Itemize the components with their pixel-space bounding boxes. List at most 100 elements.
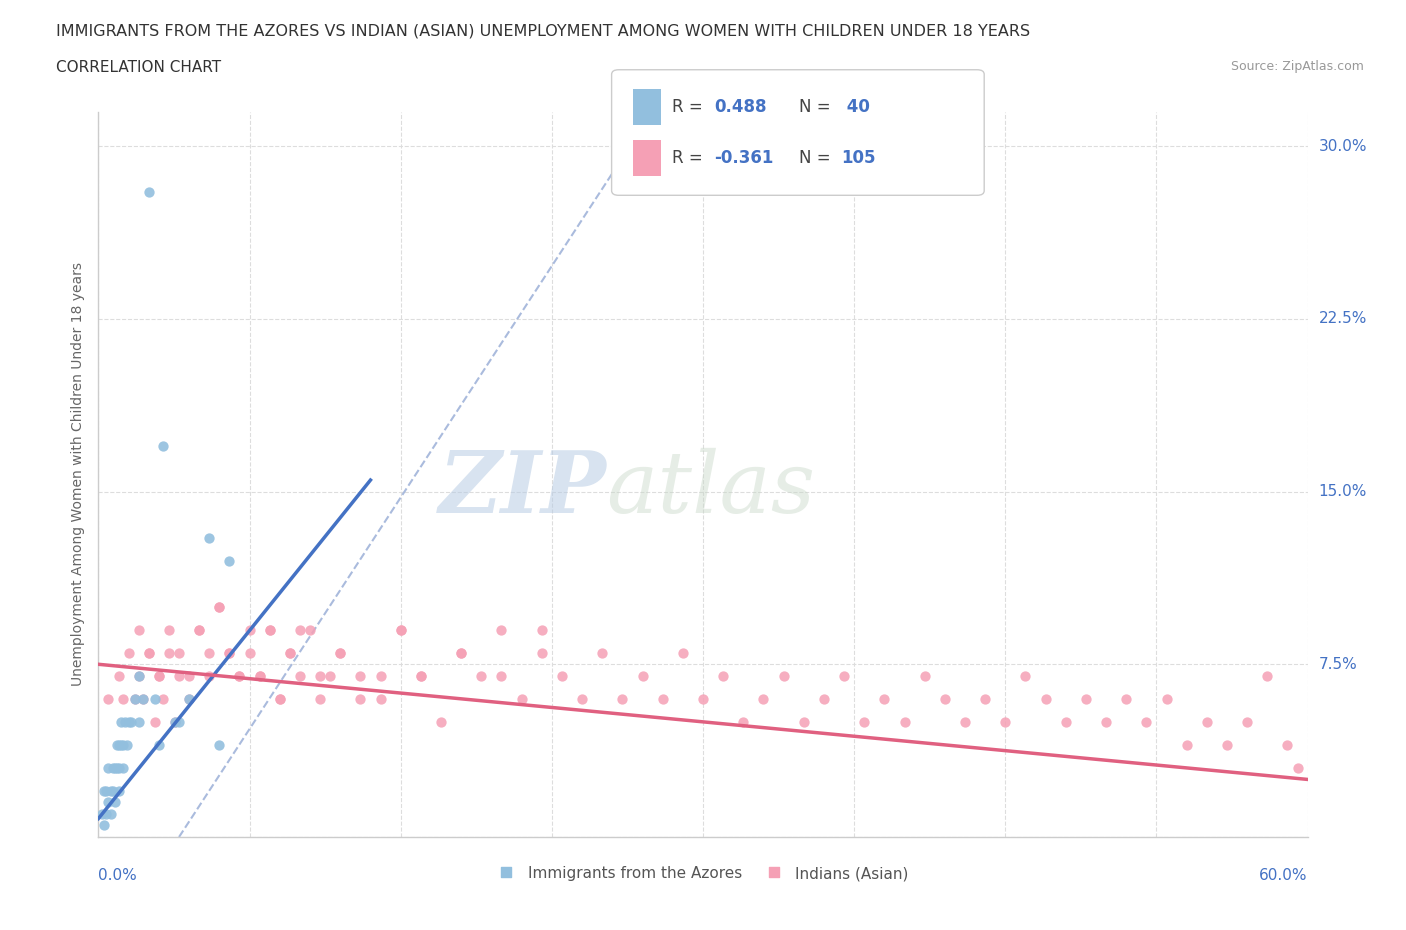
Point [1175,737,1198,752]
Point [832,669,855,684]
Text: N =: N = [799,149,835,167]
Point [612,691,634,706]
Point [1135,714,1157,729]
Point [278,645,301,660]
Point [208,599,231,614]
Point [259,622,281,637]
Point [208,737,231,752]
Text: 60.0%: 60.0% [1260,868,1308,883]
Point [288,669,311,684]
Text: 0.0%: 0.0% [98,868,138,883]
Point [349,669,371,684]
Point [107,669,129,684]
Text: Source: ZipAtlas.com: Source: ZipAtlas.com [1230,60,1364,73]
Point [188,622,211,637]
Point [198,530,221,545]
Point [278,645,301,660]
Point [530,645,553,660]
Point [110,714,132,729]
Point [450,645,472,660]
Point [114,714,136,729]
Y-axis label: Unemployment Among Women with Children Under 18 years: Unemployment Among Women with Children U… [70,262,84,686]
Text: 30.0%: 30.0% [1319,139,1367,153]
Point [309,691,332,706]
Text: 15.0%: 15.0% [1319,485,1367,499]
Point [1014,669,1036,684]
Point [167,645,190,660]
Point [450,645,472,660]
Point [128,669,150,684]
Point [370,691,392,706]
Point [409,669,432,684]
Text: R =: R = [672,98,709,116]
Point [329,645,352,660]
Point [110,737,132,752]
Point [103,795,125,810]
Point [132,691,155,706]
Point [239,622,262,637]
Point [793,714,815,729]
Point [163,714,186,729]
Point [370,669,392,684]
Point [96,783,118,798]
Text: CORRELATION CHART: CORRELATION CHART [56,60,221,75]
Point [319,669,342,684]
Point [1195,714,1218,729]
Point [107,783,129,798]
Point [1277,737,1299,752]
Point [733,714,755,729]
Point [269,691,291,706]
Point [893,714,915,729]
Point [105,761,128,776]
Point [218,553,240,568]
Point [128,622,150,637]
Point [491,622,513,637]
Point [198,669,221,684]
Point [672,645,695,660]
Text: 7.5%: 7.5% [1319,657,1357,671]
Point [631,669,654,684]
Point [167,669,190,684]
Point [143,691,166,706]
Point [143,714,166,729]
Point [530,622,553,637]
Point [124,691,146,706]
Point [97,691,120,706]
Point [409,669,432,684]
Text: 22.5%: 22.5% [1319,312,1367,326]
Point [934,691,956,706]
Point [974,691,997,706]
Text: 0.488: 0.488 [714,98,766,116]
Point [132,691,155,706]
Point [100,783,122,798]
Point [873,691,896,706]
Point [138,185,160,200]
Point [101,761,124,776]
Text: ZIP: ZIP [439,447,606,530]
Point [1095,714,1118,729]
Point [157,622,180,637]
Point [813,691,835,706]
Point [111,737,134,752]
Point [259,622,281,637]
Point [148,737,170,752]
Point [157,645,180,660]
Point [115,737,138,752]
Point [1256,669,1278,684]
Point [118,645,141,660]
Point [118,714,141,729]
Point [249,669,271,684]
Point [152,438,174,453]
Point [105,737,128,752]
Point [470,669,492,684]
Point [91,806,114,821]
Point [97,761,120,776]
Point [218,645,240,660]
Point [1236,714,1258,729]
Point [711,669,734,684]
Point [571,691,593,706]
Point [163,714,186,729]
Point [188,622,211,637]
Point [752,691,775,706]
Point [389,622,412,637]
